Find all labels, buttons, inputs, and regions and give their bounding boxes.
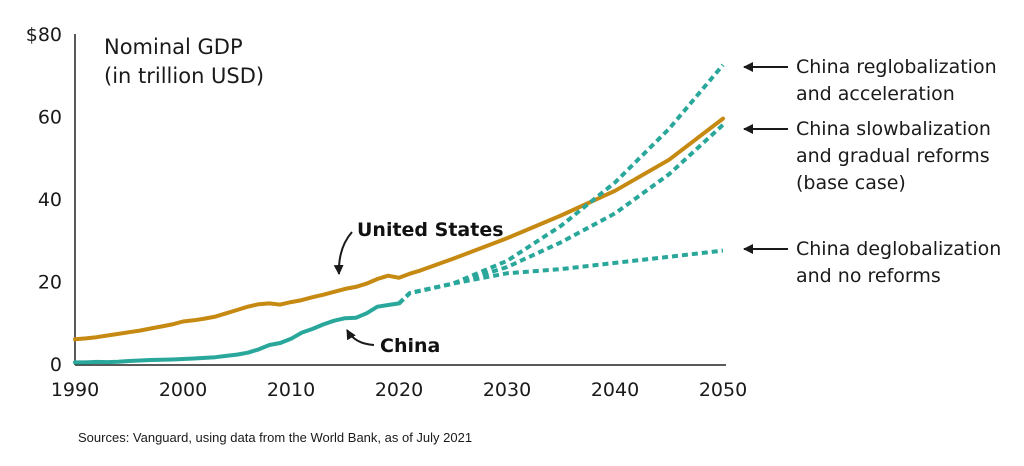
series-label-group: United States China (333, 219, 504, 357)
series-line-2 (397, 63, 725, 305)
x-tick-label: 2000 (159, 379, 207, 401)
annotation-text: China deglobalization (796, 238, 1001, 260)
x-tick-label: 2020 (375, 379, 423, 401)
annotation-text: and gradual reforms (796, 145, 990, 167)
y-tick-labels: 0 20 40 60 $80 (26, 24, 62, 376)
us-label-arrow (333, 231, 353, 275)
x-tick-label: 2050 (699, 379, 747, 401)
x-tick-label: 2030 (483, 379, 531, 401)
y-tick-label: $80 (26, 24, 62, 46)
series-line-0 (73, 116, 725, 342)
series-lines (73, 63, 725, 365)
series-line-1 (73, 301, 401, 365)
y-tick-label: 40 (38, 189, 62, 211)
annotation-text: and acceleration (796, 83, 955, 105)
chart-subtitle: (in trillion USD) (104, 64, 264, 88)
x-tick-label: 2010 (267, 379, 315, 401)
annotation-text: China reglobalization (796, 56, 997, 78)
x-tick-label: 1990 (51, 379, 99, 401)
chart-title: Nominal GDP (104, 35, 243, 59)
series-label-china: China (380, 335, 440, 357)
series-line-4 (397, 248, 724, 305)
annotation-text: and no reforms (796, 265, 941, 287)
source-note: Sources: Vanguard, using data from the W… (78, 430, 472, 445)
y-tick-label: 0 (50, 354, 62, 376)
x-tick-labels: 1990 2000 2010 2020 2030 2040 2050 (51, 379, 747, 401)
y-tick-label: 60 (38, 107, 62, 129)
annotation-group: China reglobalization and acceleration Chi… (743, 56, 1001, 287)
annotation-text: China slowbalization (796, 118, 991, 140)
x-tick-label: 2040 (591, 379, 639, 401)
series-label-us: United States (357, 219, 504, 241)
annotation-text: (base case) (796, 172, 906, 194)
y-tick-label: 20 (38, 272, 62, 294)
china-label-arrow (346, 329, 375, 346)
